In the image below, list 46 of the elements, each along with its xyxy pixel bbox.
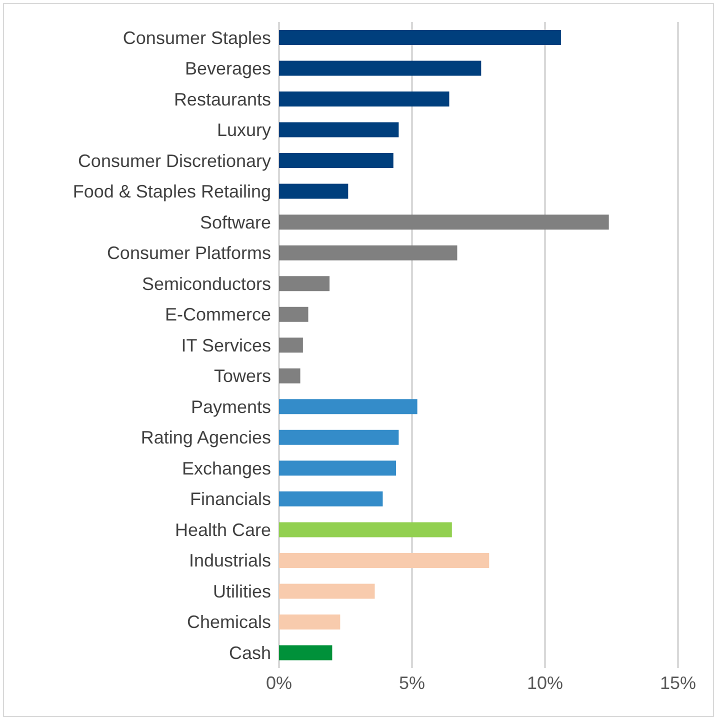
y-tick-label: Luxury xyxy=(216,120,271,140)
bar xyxy=(279,584,375,599)
y-tick-label: Towers xyxy=(214,366,271,386)
y-tick-label: Utilities xyxy=(212,581,271,602)
y-tick-label: Cash xyxy=(228,643,271,664)
y-tick-label: Software xyxy=(200,212,271,232)
bar xyxy=(279,153,394,168)
y-tick-label: Chemicals xyxy=(186,612,271,632)
bar xyxy=(279,491,383,506)
bar xyxy=(279,430,399,445)
bar xyxy=(279,245,458,260)
x-tick-label: 15% xyxy=(660,672,696,693)
bar xyxy=(279,184,348,199)
bar xyxy=(279,60,482,76)
y-tick-label: Exchanges xyxy=(182,458,271,478)
bar xyxy=(279,645,332,660)
y-tick-label: Restaurants xyxy=(174,89,271,110)
y-tick-label: Industrials xyxy=(188,550,271,571)
bar xyxy=(279,552,490,568)
y-tick-label: E-Commerce xyxy=(164,304,271,325)
y-tick-label: Consumer Platforms xyxy=(106,243,271,264)
y-tick-label: Consumer Discretionary xyxy=(78,150,271,171)
bar xyxy=(279,522,452,538)
x-tick-label: 10% xyxy=(526,672,564,693)
y-tick-label: IT Services xyxy=(181,335,271,356)
y-tick-label: Food & Staples Retailing xyxy=(72,182,271,202)
bar xyxy=(279,460,396,476)
y-tick-label: Beverages xyxy=(184,58,271,79)
x-tick-label: 5% xyxy=(398,672,426,693)
y-tick-label: Health Care xyxy=(174,520,271,540)
y-tick-label: Payments xyxy=(190,396,271,417)
bar xyxy=(279,122,399,138)
bar xyxy=(279,306,308,322)
y-tick-label: Semiconductors xyxy=(142,274,271,294)
y-tick-label: Financials xyxy=(190,489,271,510)
bar xyxy=(279,214,609,230)
bar xyxy=(279,92,450,107)
bar xyxy=(279,276,330,292)
x-tick-label: 0% xyxy=(266,672,292,693)
bar xyxy=(279,368,300,384)
y-tick-label: Rating Agencies xyxy=(140,428,271,448)
bar xyxy=(279,30,561,45)
bar xyxy=(279,399,418,414)
bar xyxy=(279,614,340,630)
bar xyxy=(279,338,303,353)
y-tick-label: Consumer Staples xyxy=(122,28,271,48)
